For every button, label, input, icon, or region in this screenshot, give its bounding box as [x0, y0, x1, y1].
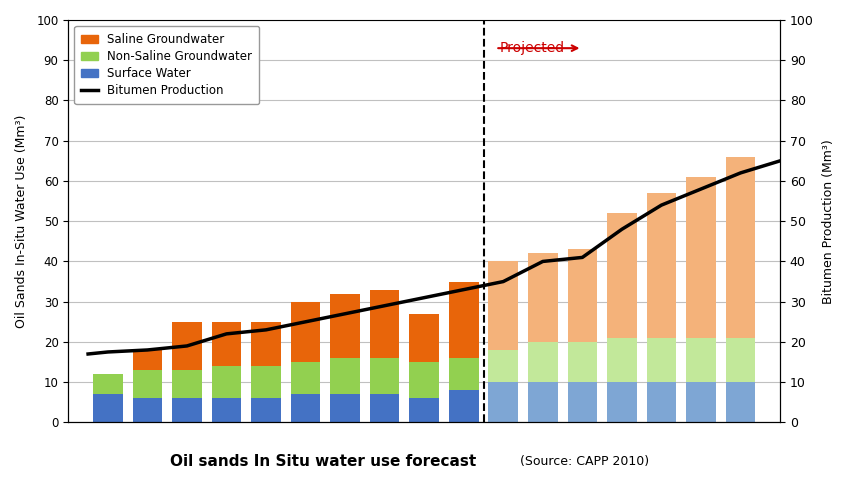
Bar	[370, 394, 400, 422]
Bar	[647, 338, 677, 382]
Bar	[489, 262, 518, 350]
Bar	[489, 382, 518, 422]
Bar	[410, 398, 439, 422]
Bar	[252, 322, 280, 366]
Bar	[172, 398, 201, 422]
Bar	[647, 193, 677, 338]
Bar	[607, 382, 637, 422]
Bar	[252, 398, 280, 422]
Y-axis label: Bitumen Production (Mm³): Bitumen Production (Mm³)	[822, 139, 835, 303]
Bar	[370, 289, 400, 358]
Bar	[331, 358, 360, 394]
Bar	[449, 390, 479, 422]
Legend: Saline Groundwater, Non-Saline Groundwater, Surface Water, Bitumen Production: Saline Groundwater, Non-Saline Groundwat…	[74, 26, 259, 105]
Bar	[607, 338, 637, 382]
Bar	[449, 358, 479, 390]
Bar	[291, 362, 320, 394]
Bar	[489, 350, 518, 382]
Bar	[133, 350, 162, 370]
Bar	[172, 370, 201, 398]
Text: (Source: CAPP 2010): (Source: CAPP 2010)	[516, 455, 649, 468]
Bar	[370, 358, 400, 394]
Bar	[172, 322, 201, 370]
Bar	[133, 398, 162, 422]
Bar	[331, 394, 360, 422]
Bar	[291, 394, 320, 422]
Y-axis label: Oil Sands In-Situ Water Use (Mm³): Oil Sands In-Situ Water Use (Mm³)	[15, 115, 28, 328]
Bar	[647, 382, 677, 422]
Bar	[291, 302, 320, 362]
Bar	[726, 338, 756, 382]
Bar	[528, 382, 558, 422]
Bar	[93, 394, 122, 422]
Bar	[686, 177, 716, 338]
Bar	[212, 322, 241, 366]
Bar	[212, 398, 241, 422]
Bar	[686, 338, 716, 382]
Bar	[726, 382, 756, 422]
Bar	[93, 374, 122, 394]
Bar	[133, 370, 162, 398]
Bar	[726, 157, 756, 338]
Bar	[568, 250, 598, 342]
Bar	[686, 382, 716, 422]
Bar	[568, 342, 598, 382]
Text: Oil sands In Situ water use forecast: Oil sands In Situ water use forecast	[170, 454, 476, 469]
Bar	[212, 366, 241, 398]
Bar	[410, 362, 439, 398]
Bar	[528, 253, 558, 342]
Bar	[252, 366, 280, 398]
Bar	[568, 382, 598, 422]
Bar	[528, 342, 558, 382]
Bar	[331, 294, 360, 358]
Bar	[410, 314, 439, 362]
Bar	[449, 282, 479, 358]
Text: Projected: Projected	[499, 41, 564, 55]
Bar	[607, 213, 637, 338]
